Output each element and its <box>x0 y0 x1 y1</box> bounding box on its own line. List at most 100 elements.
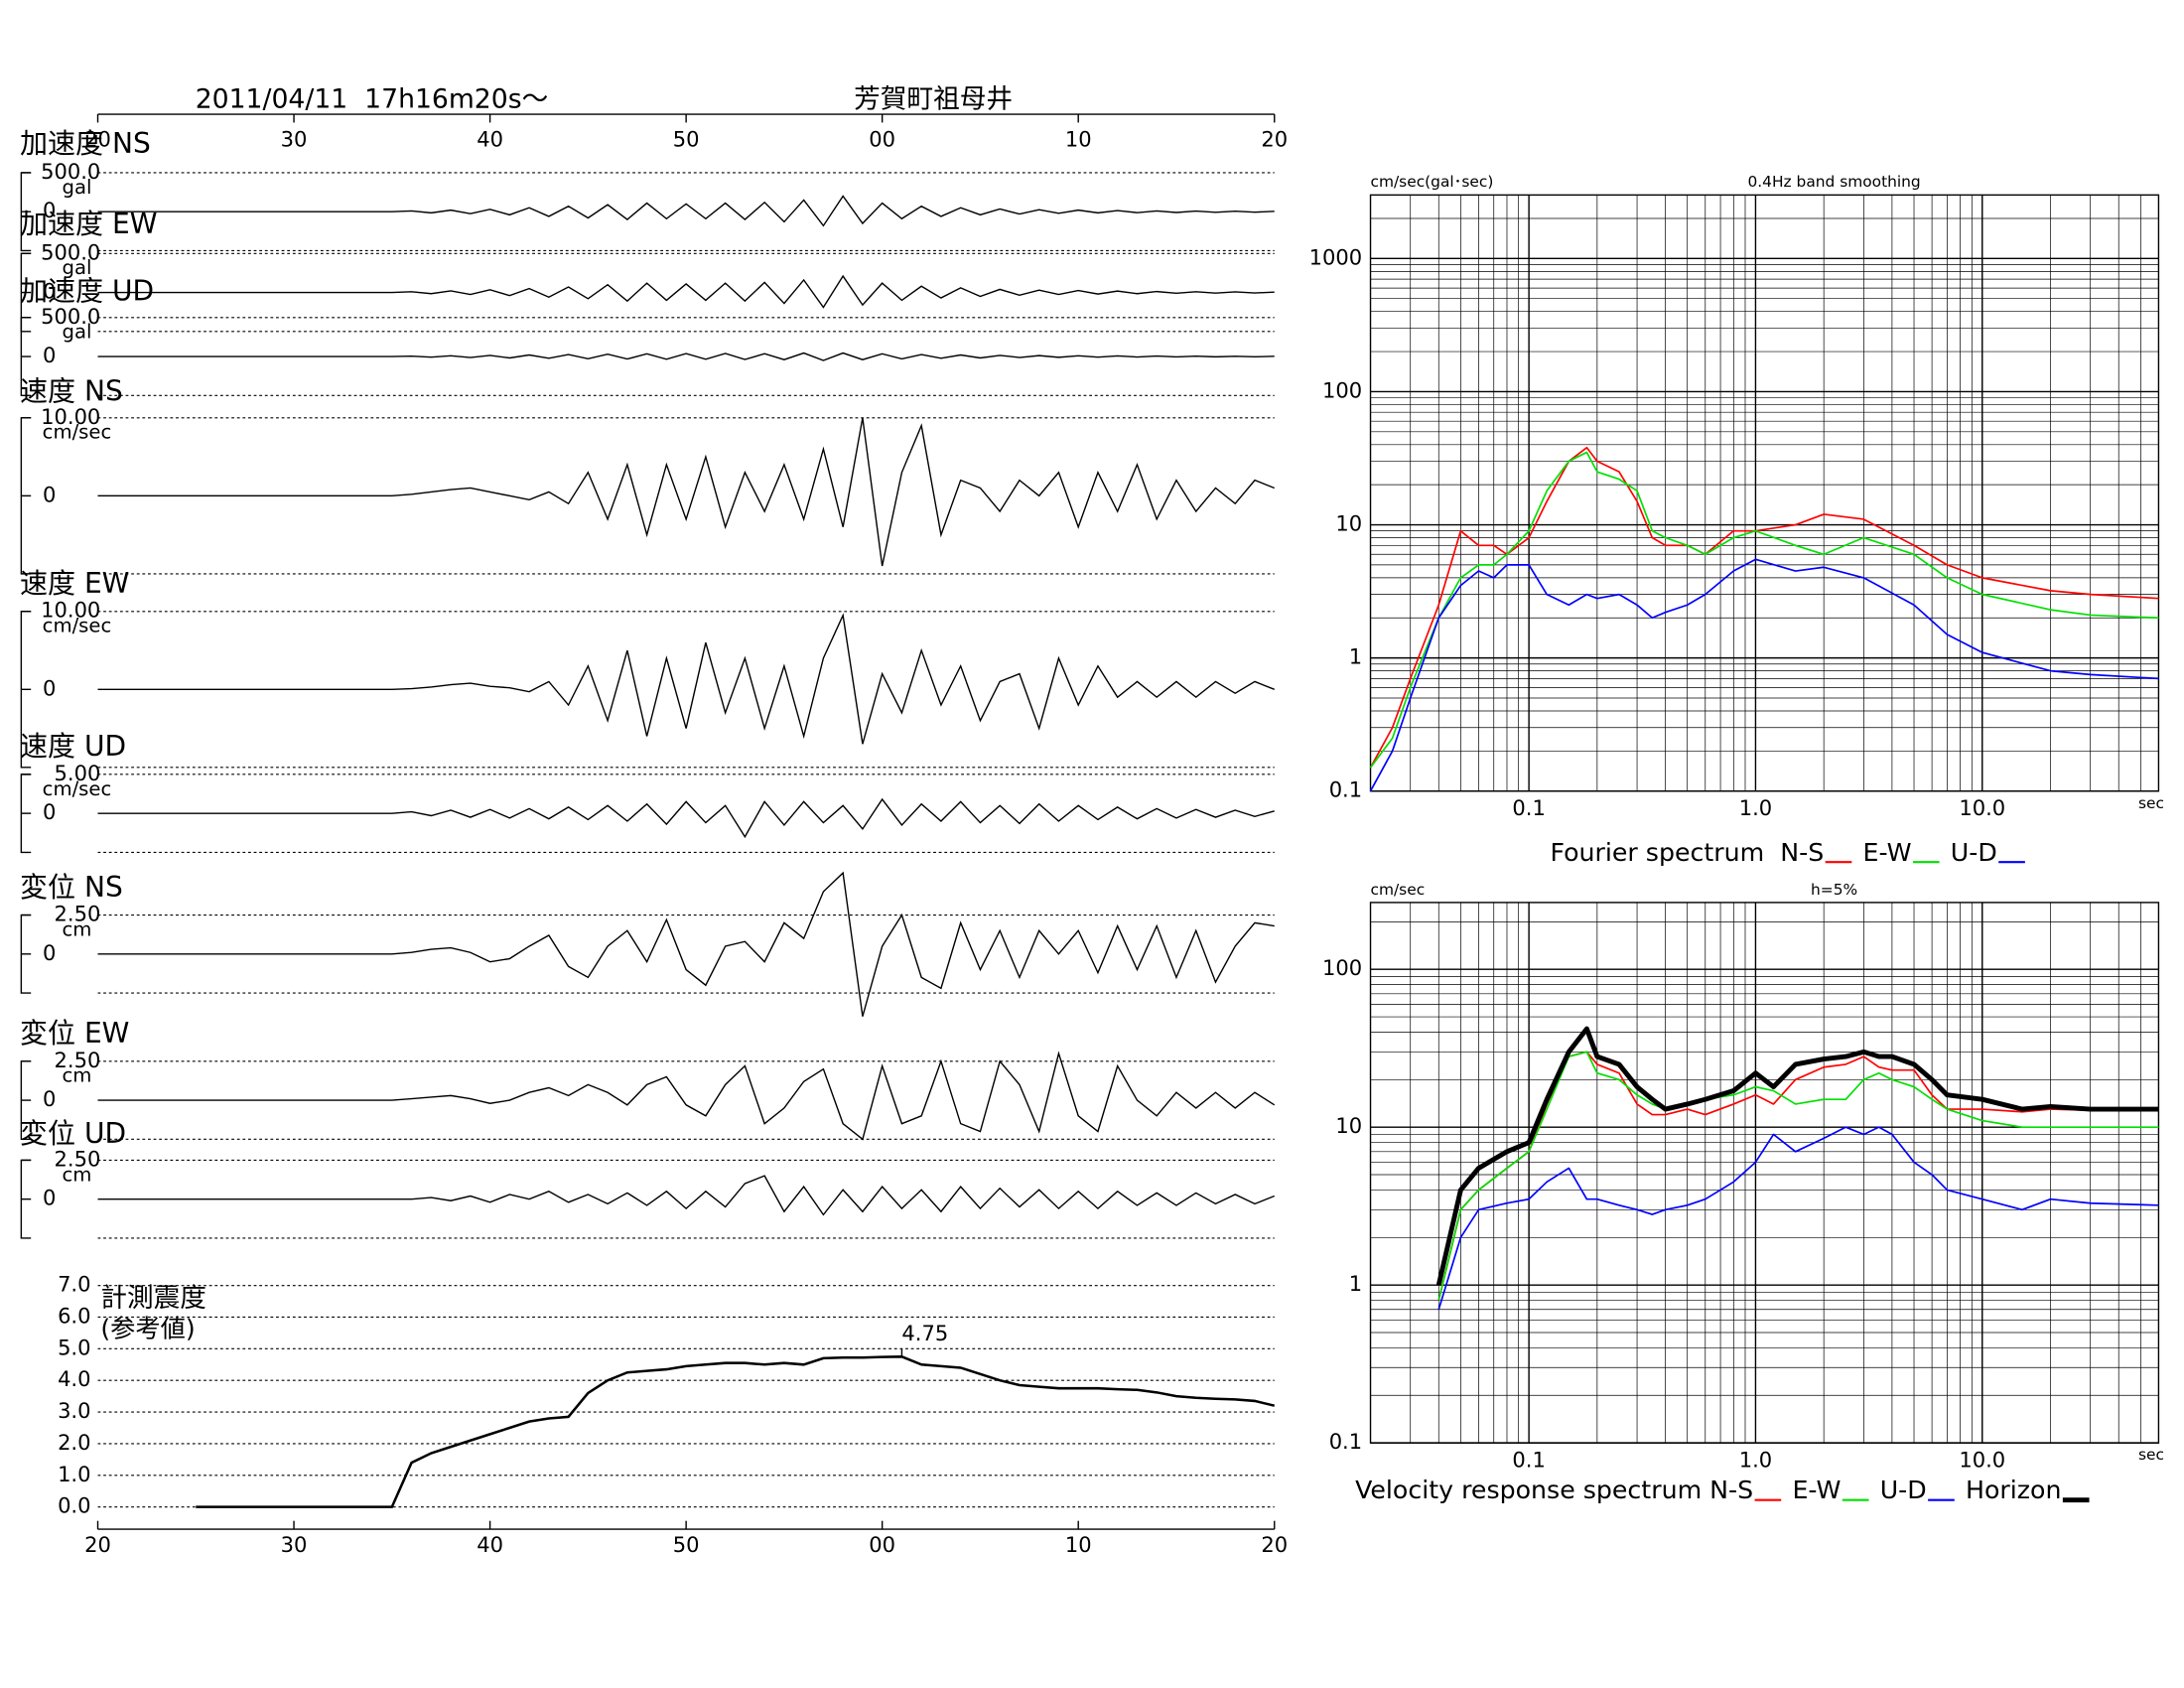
legend-label: E-W <box>1863 838 1912 867</box>
x-tick-label: 00 <box>869 1532 895 1557</box>
y-tick-label: 10.00 <box>41 598 100 623</box>
panel-label: 速度 UD <box>20 730 126 763</box>
series-line <box>1437 1126 2159 1311</box>
y-tick-label: 0 <box>43 799 56 824</box>
panel-label: 加速度 EW <box>20 208 158 240</box>
plot-frame <box>1369 194 2160 792</box>
y-tick-label: 2.0 <box>58 1430 90 1455</box>
panel-label: 変位 UD <box>20 1117 126 1150</box>
y-tick-label: 2.50 <box>55 1146 101 1171</box>
panel-label: 変位 NS <box>20 871 123 904</box>
unit-label: cm <box>63 1064 92 1087</box>
trace <box>97 352 1275 361</box>
y-tick-label: 0 <box>43 1186 56 1210</box>
unit-label: cm <box>63 1163 92 1186</box>
x-tick-label: 10.0 <box>1959 1447 2005 1472</box>
legend-label: E-W <box>1792 1476 1841 1504</box>
panel-label: 加速度 UD <box>20 275 154 308</box>
unit-label: cm <box>63 917 92 940</box>
series-line <box>1437 1051 2159 1301</box>
y-tick-label: 0.0 <box>58 1493 90 1518</box>
trace <box>97 613 1276 745</box>
y-tick-label: 6.0 <box>58 1303 90 1328</box>
unit-label: gal <box>63 321 92 344</box>
y-tick-label: 7.0 <box>58 1272 90 1297</box>
annotation: 4.75 <box>901 1321 948 1345</box>
y-tick-label: 0.1 <box>1329 777 1362 802</box>
x-tick-label: 50 <box>673 1532 700 1557</box>
x-tick-label: 30 <box>281 127 308 152</box>
y-tick-label: 4.0 <box>58 1366 90 1391</box>
trace <box>97 1175 1276 1216</box>
y-tick-label: 0.1 <box>1329 1429 1362 1454</box>
y-tick-label: 0 <box>43 940 56 965</box>
legend-label: U-D <box>1951 838 1997 867</box>
unit-label: gal <box>63 176 92 199</box>
x-tick-label: 1.0 <box>1739 795 1772 820</box>
panel-label: 変位 EW <box>20 1017 129 1050</box>
x-tick-label: 50 <box>673 127 700 152</box>
series-line <box>1369 558 2159 792</box>
unit-label: gal <box>63 256 92 279</box>
panel-note: (参考値) <box>100 1315 195 1343</box>
y-tick-label: 2.50 <box>55 902 101 926</box>
legend-label: Horizon <box>1966 1476 2061 1504</box>
x-axis-label: sec <box>2138 1446 2164 1464</box>
x-tick-label: 40 <box>477 127 503 152</box>
y-tick-label: 0 <box>43 675 56 700</box>
panel-label: 計測震度 <box>100 1283 206 1314</box>
y-tick-label: 5.0 <box>58 1335 90 1359</box>
x-tick-label: 10 <box>1065 127 1092 152</box>
y-tick-label: 0 <box>43 482 56 506</box>
unit-label: cm/sec <box>1371 881 1426 899</box>
series-line <box>1369 451 2159 769</box>
y-tick-label: 1.0 <box>58 1462 90 1486</box>
series-line <box>1369 446 2159 769</box>
y-tick-label: 500.0 <box>41 304 100 329</box>
y-tick-label: 1000 <box>1309 244 1362 269</box>
trace <box>97 797 1275 839</box>
unit-label: cm/sec(gal･sec) <box>1371 173 1494 191</box>
y-tick-label: 5.00 <box>55 761 101 785</box>
x-axis-label: sec <box>2138 794 2164 812</box>
trace <box>97 1051 1276 1141</box>
y-tick-label: 1 <box>1349 644 1362 669</box>
note: 0.4Hz band smoothing <box>1747 173 1920 191</box>
y-tick-label: 0 <box>43 1086 56 1111</box>
legend-caption: Velocity response spectrum N-S <box>1355 1476 1753 1504</box>
x-tick-label: 10.0 <box>1959 795 2005 820</box>
trace <box>97 871 1275 1017</box>
x-tick-label: 1.0 <box>1739 1447 1772 1472</box>
x-tick-label: 20 <box>1261 1532 1288 1557</box>
x-tick-label: 20 <box>84 127 111 152</box>
x-tick-label: 0.1 <box>1512 1447 1545 1472</box>
legend-label: U-D <box>1880 1476 1927 1504</box>
panel-label: 加速度 NS <box>20 127 151 160</box>
y-tick-label: 3.0 <box>58 1398 90 1423</box>
title: 芳賀町祖母井 <box>854 83 1013 114</box>
x-tick-label: 00 <box>869 127 895 152</box>
panel-label: 速度 NS <box>20 375 123 408</box>
trace <box>97 195 1275 227</box>
legend-caption: Fourier spectrum N-S <box>1550 838 1824 867</box>
intensity-line <box>196 1355 1276 1508</box>
y-tick-label: 100 <box>1322 377 1362 402</box>
y-tick-label: 0 <box>43 279 56 304</box>
y-tick-label: 10 <box>1335 511 1362 536</box>
unit-label: cm/sec <box>43 777 112 800</box>
y-tick-label: 10 <box>1335 1113 1362 1138</box>
unit-label: cm/sec <box>43 615 112 637</box>
note: h=5% <box>1811 881 1857 899</box>
x-tick-label: 0.1 <box>1512 795 1545 820</box>
series-line <box>1435 1026 2159 1286</box>
unit-label: cm/sec <box>43 421 112 444</box>
y-tick-label: 500.0 <box>41 159 100 184</box>
trace <box>97 417 1276 567</box>
y-tick-label: 2.50 <box>55 1048 101 1072</box>
y-tick-label: 0 <box>43 198 56 222</box>
trace <box>97 274 1275 309</box>
x-tick-label: 30 <box>281 1532 308 1557</box>
y-tick-label: 10.00 <box>41 404 100 429</box>
